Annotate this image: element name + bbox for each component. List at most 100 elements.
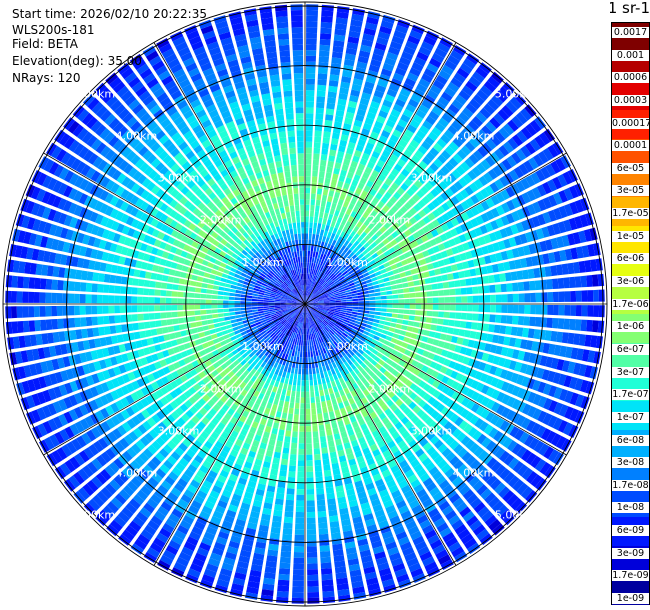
range-gate (480, 488, 492, 500)
range-gate (335, 485, 344, 493)
range-gate (546, 317, 553, 328)
range-gate (581, 305, 588, 317)
range-gate (113, 475, 125, 487)
range-gate (502, 490, 515, 503)
range-gate (437, 318, 444, 325)
range-gate (231, 156, 241, 165)
range-gate (288, 318, 293, 324)
range-gate (237, 44, 249, 53)
range-gate (296, 216, 301, 223)
range-gate (148, 297, 155, 304)
range-gate (240, 307, 247, 311)
range-gate (254, 494, 264, 502)
range-gate (99, 262, 107, 272)
range-gate (110, 444, 121, 456)
range-gate (250, 445, 258, 453)
range-gate (211, 299, 218, 304)
range-gate (185, 62, 198, 73)
range-gate (314, 136, 322, 143)
range-gate (210, 134, 220, 144)
range-gate (140, 357, 148, 366)
range-gate (311, 408, 317, 415)
range-gate (122, 112, 134, 124)
range-gate (251, 161, 260, 169)
range-gate (275, 350, 281, 357)
range-gate (346, 42, 359, 50)
range-gate (169, 390, 178, 399)
range-gate (86, 328, 94, 338)
range-gate (227, 435, 236, 444)
range-gate (212, 485, 222, 494)
range-gate (180, 374, 188, 383)
range-gate (334, 560, 346, 568)
range-gate (421, 457, 432, 467)
range-gate (117, 125, 129, 138)
range-gate (452, 328, 460, 336)
range-gate (291, 21, 303, 28)
range-gate (208, 324, 215, 330)
range-gate (388, 327, 396, 333)
range-gate (243, 256, 250, 263)
range-gate (105, 418, 116, 429)
range-gate (336, 583, 349, 591)
range-gate (363, 307, 370, 311)
range-gate (251, 218, 258, 226)
range-gate (161, 326, 169, 334)
range-gate (311, 321, 314, 328)
range-gate (94, 338, 102, 348)
range-gate (150, 328, 158, 336)
range-gate (427, 507, 440, 518)
range-gate (263, 395, 270, 402)
range-gate (275, 309, 282, 312)
range-gate (286, 390, 291, 397)
range-gate (290, 10, 303, 16)
range-gate (456, 383, 465, 393)
range-gate (159, 43, 173, 54)
range-gate (292, 326, 297, 333)
range-gate (232, 210, 240, 218)
range-gate (297, 302, 303, 304)
range-gate (275, 411, 282, 418)
range-gate (195, 281, 203, 288)
range-gate (135, 439, 146, 451)
range-gate (334, 332, 341, 338)
range-gate (95, 173, 106, 185)
range-gate (256, 117, 266, 125)
range-gate (381, 417, 390, 425)
range-gate (371, 429, 380, 438)
range-gate (272, 457, 280, 465)
range-gate (451, 353, 460, 361)
range-gate (275, 329, 281, 335)
range-gate (268, 372, 274, 379)
ray (5, 275, 303, 304)
range-gate (486, 387, 495, 397)
range-gate (466, 515, 479, 527)
range-gate (432, 339, 440, 346)
range-gate (287, 366, 292, 373)
range-gate (294, 339, 298, 345)
range-gate (228, 300, 235, 304)
range-gate (308, 310, 311, 317)
range-gate (239, 349, 246, 356)
range-gate (213, 139, 223, 149)
range-gate (348, 563, 361, 572)
range-gate (385, 504, 396, 514)
range-gate (291, 15, 303, 22)
range-gate (169, 219, 178, 229)
range-gate (65, 368, 75, 380)
range-gate (102, 369, 111, 380)
range-gate (202, 277, 209, 283)
ray (306, 305, 517, 526)
range-gate (287, 317, 293, 323)
range-gate (245, 304, 252, 307)
range-gate (204, 124, 215, 134)
range-gate (352, 304, 359, 307)
range-gate (305, 73, 316, 79)
range-gate (75, 161, 87, 174)
range-gate (537, 396, 548, 408)
range-gate (581, 349, 590, 362)
range-gate (259, 182, 267, 190)
range-gate (167, 455, 177, 466)
range-gate (185, 252, 193, 260)
range-gate (210, 269, 218, 275)
